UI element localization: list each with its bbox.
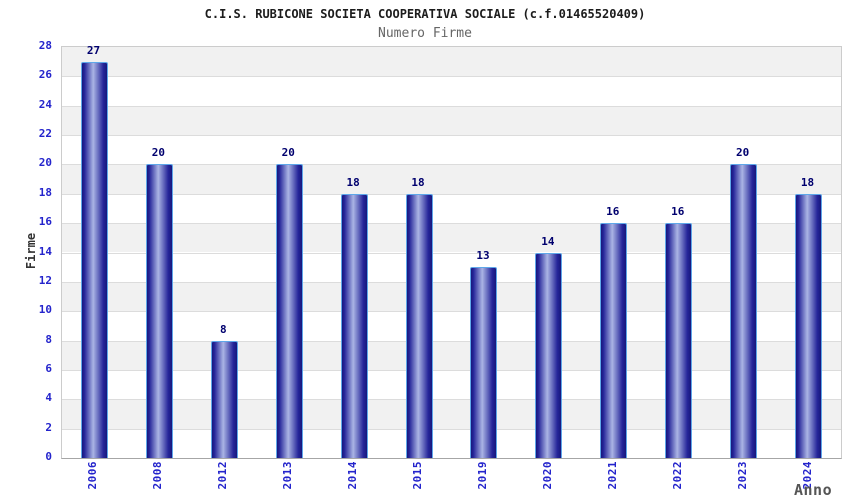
plot-band [62,76,841,106]
plot-band [62,47,841,77]
bar-value-label: 20 [281,146,295,160]
bar-2020 [535,252,563,458]
y-tick-label: 28 [38,39,52,52]
plot-band [62,135,841,165]
gridline [62,369,841,371]
chart-title: C.I.S. RUBICONE SOCIETA COOPERATIVA SOCI… [204,7,646,21]
x-tick-label: 2013 [281,461,295,490]
bar-2021 [600,223,628,458]
x-tick-label: 2022 [670,461,684,490]
bar-value-label: 8 [219,322,227,336]
bar-2006 [80,61,108,458]
bar-2014 [340,193,368,458]
plot-band [62,252,841,282]
x-tick-label: 2008 [151,461,165,490]
y-tick-label: 22 [38,127,52,141]
bar-2022 [665,223,693,458]
bar-value-label: 16 [606,205,620,219]
bar-value-label: 27 [86,43,101,57]
x-tick-label: 2012 [216,461,230,490]
plot-band [62,193,841,224]
y-tick-label: 6 [45,361,52,375]
plot-band [62,223,841,253]
gridline [62,164,841,166]
bar-value-label: 18 [800,175,815,189]
chart-subtitle: Numero Firme [378,26,472,41]
bar-value-label: 18 [411,175,425,189]
gridline [62,135,841,137]
bar-2008 [145,164,173,458]
y-tick-label: 14 [38,244,52,258]
gridline [62,281,841,283]
x-tick-label: 2006 [86,461,100,490]
y-tick-label: 16 [38,215,52,229]
y-tick-label: 2 [45,420,52,434]
y-tick-label: 24 [38,97,52,111]
bar-2012 [210,340,238,458]
y-tick-label: 18 [38,185,52,199]
gridline [62,311,841,313]
bar-2019 [470,267,498,458]
plot-band [62,399,841,429]
x-tick-label: 2020 [540,461,554,490]
plot-area [61,46,842,459]
bar-value-label: 16 [671,205,685,219]
y-tick-label: 20 [38,156,52,170]
gridline [62,428,841,430]
x-axis-title: Anno [794,481,833,499]
y-tick-label: 4 [45,391,52,405]
bar-value-label: 20 [151,146,165,160]
y-tick-label: 0 [45,450,52,463]
gridline [62,105,841,107]
gridline [62,252,841,254]
bar-2015 [405,193,433,458]
bar-value-label: 18 [346,175,360,189]
y-tick-label: 12 [38,273,52,287]
bar-value-label: 14 [541,234,555,248]
x-tick-label: 2023 [735,461,749,490]
plot-band [62,164,841,194]
plot-band [62,281,841,312]
bar-2024 [795,193,823,458]
x-tick-label: 2021 [605,461,619,490]
bar-2023 [730,164,758,458]
x-tick-label: 2019 [475,461,489,490]
plot-band [62,369,841,400]
y-tick-label: 10 [38,303,52,317]
x-tick-label: 2015 [411,461,425,490]
bar-2013 [275,164,303,458]
gridline [62,76,841,78]
gridline [62,340,841,342]
x-tick-label: 2014 [346,461,360,490]
plot-band [62,105,841,136]
bar-value-label: 13 [476,249,490,263]
gridline [62,193,841,195]
bar-value-label: 20 [736,146,750,160]
gridline [62,223,841,225]
y-tick-label: 8 [45,332,52,346]
gridline [62,399,841,401]
plot-band [62,311,841,341]
plot-band [62,340,841,370]
plot-band [62,428,841,458]
y-tick-label: 26 [38,68,52,82]
